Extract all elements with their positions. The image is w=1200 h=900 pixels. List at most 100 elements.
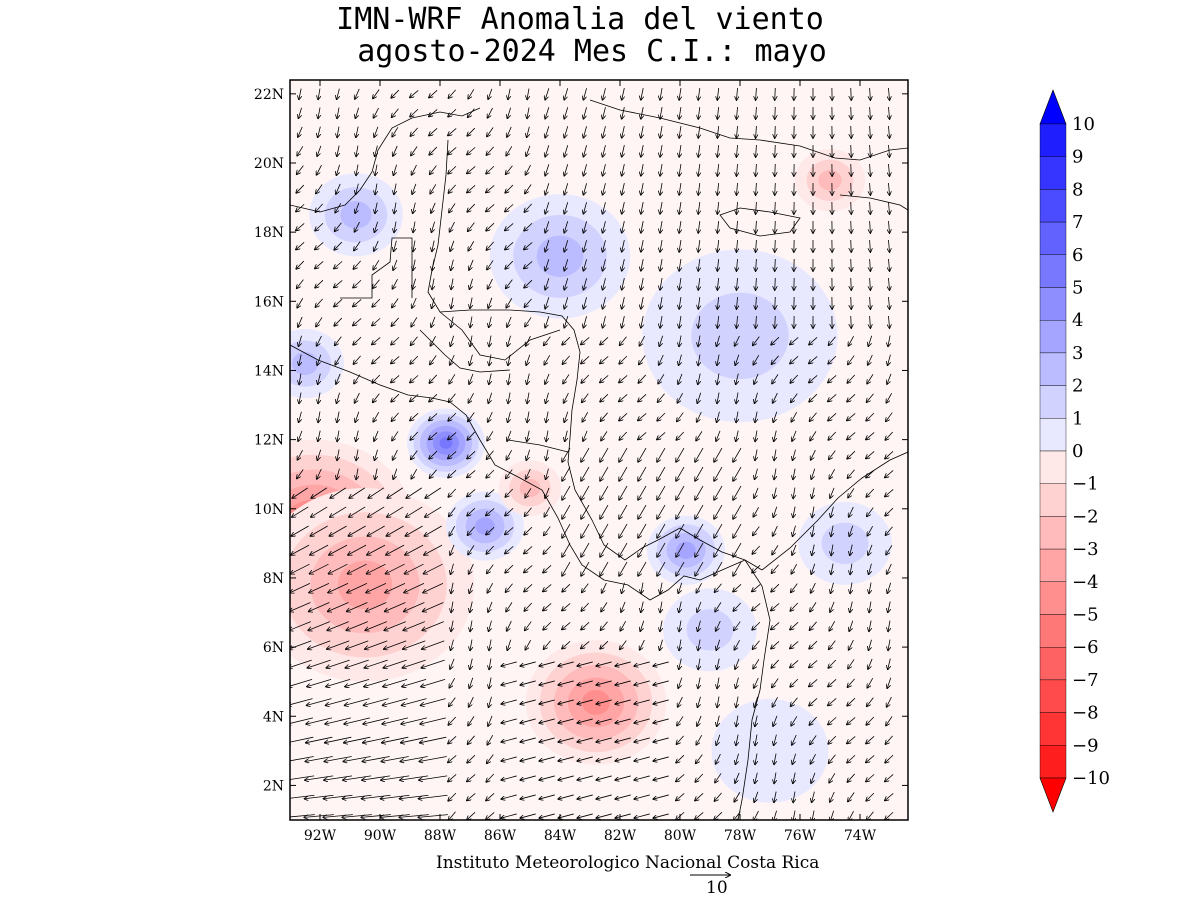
colorbar-segment	[1039, 254, 1067, 288]
wind-vector	[520, 680, 536, 685]
wind-vector	[392, 127, 399, 136]
wind-vector	[888, 125, 889, 138]
wind-vector	[869, 582, 871, 594]
wind-vector	[870, 182, 871, 195]
wind-vector	[752, 545, 761, 554]
wind-vector	[290, 640, 312, 649]
wind-vector	[430, 355, 437, 365]
wind-vector	[489, 316, 492, 328]
wind-vector	[488, 278, 493, 289]
wind-vector	[335, 222, 342, 232]
wind-vector	[336, 183, 341, 194]
wind-vector	[619, 504, 628, 519]
wind-vector	[678, 696, 683, 707]
wind-vector	[402, 659, 426, 668]
wind-vector	[467, 203, 476, 212]
wind-vector	[678, 677, 683, 688]
lat-tick-label: 6N	[263, 640, 284, 656]
wind-vector	[546, 468, 549, 480]
colorbar-segment	[1039, 418, 1067, 452]
wind-vector	[829, 468, 836, 479]
colorbar-label: 6	[1072, 245, 1083, 266]
wind-vector	[316, 184, 323, 193]
wind-vector	[792, 544, 797, 555]
wind-vector	[353, 279, 362, 287]
wind-vector	[469, 259, 474, 270]
wind-vector	[334, 241, 343, 250]
wind-vector	[773, 506, 778, 517]
wind-vector	[558, 680, 574, 685]
wind-vector	[698, 620, 701, 632]
wind-vector	[468, 108, 475, 118]
wind-vector	[545, 221, 550, 232]
wind-vector	[653, 680, 669, 685]
wind-vector	[467, 127, 476, 136]
wind-vector	[581, 641, 590, 648]
wind-vector	[867, 525, 874, 536]
wind-vector	[698, 88, 700, 100]
wind-vector	[582, 583, 589, 593]
wind-vector	[809, 697, 818, 705]
wind-vector	[756, 315, 757, 328]
wind-vector	[887, 677, 892, 688]
wind-vector	[756, 163, 757, 176]
wind-vector	[771, 336, 780, 345]
wind-vector	[450, 221, 455, 232]
wind-vector	[488, 715, 493, 726]
wind-vector	[539, 680, 555, 685]
wind-vector	[564, 392, 569, 403]
wind-vector	[615, 680, 631, 685]
wind-vector	[413, 221, 415, 233]
wind-vector	[868, 354, 873, 365]
wind-vector	[410, 394, 419, 401]
wind-vector	[638, 447, 647, 462]
wind-vector	[449, 526, 456, 536]
wind-vector	[886, 716, 893, 725]
colorbar-segment	[1039, 745, 1067, 779]
wind-vector	[421, 678, 446, 686]
wind-vector	[296, 242, 305, 249]
wind-vector	[524, 546, 533, 553]
wind-vector	[714, 485, 723, 500]
wind-vector	[771, 603, 780, 610]
lat-tick-label: 8N	[263, 571, 284, 587]
wind-vector	[714, 504, 723, 519]
wind-vector	[679, 620, 681, 632]
wind-vector	[653, 718, 669, 723]
wind-vector	[847, 432, 856, 439]
wind-vector	[337, 126, 339, 138]
wind-vector	[733, 523, 742, 538]
anomaly-contour	[691, 292, 789, 380]
wind-vector	[292, 506, 309, 517]
wind-vector	[886, 545, 893, 554]
colorbar-label: −3	[1072, 539, 1099, 560]
wind-vector	[355, 411, 360, 422]
wind-vector	[622, 278, 625, 290]
wind-vector	[348, 544, 367, 555]
wind-vector	[847, 678, 855, 687]
wind-vector	[697, 392, 702, 403]
wind-vector	[640, 639, 645, 650]
wind-vector	[603, 297, 606, 309]
colorbar-segment	[1039, 221, 1067, 256]
wind-vector	[619, 431, 628, 440]
wind-vector	[775, 296, 776, 309]
wind-vector	[545, 107, 550, 118]
wind-vector	[469, 677, 474, 688]
wind-vector	[658, 374, 665, 383]
wind-vector	[583, 126, 587, 138]
wind-vector	[695, 485, 704, 500]
wind-vector	[487, 107, 493, 118]
wind-vector	[736, 296, 737, 309]
wind-vector	[679, 335, 681, 347]
wind-vector	[660, 164, 662, 176]
wind-vector	[736, 315, 737, 328]
wind-vector	[391, 89, 400, 98]
wind-vector	[508, 354, 510, 366]
wind-vector	[425, 506, 442, 517]
wind-vector	[619, 485, 628, 500]
wind-vector	[809, 393, 818, 402]
wind-vector	[356, 164, 358, 176]
wind-vector	[298, 430, 303, 441]
wind-vector	[451, 620, 453, 632]
